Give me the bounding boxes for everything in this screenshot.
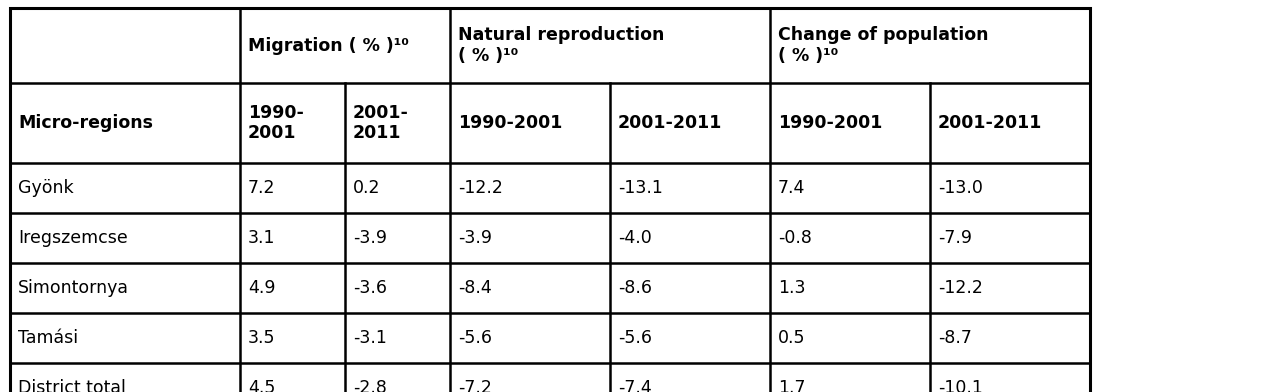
Text: 1990-
2001: 1990- 2001: [249, 103, 303, 142]
Text: Micro-regions: Micro-regions: [18, 114, 153, 132]
Text: 1990-2001: 1990-2001: [778, 114, 882, 132]
Text: -10.1: -10.1: [938, 379, 983, 392]
Text: 1.7: 1.7: [778, 379, 806, 392]
Text: 4.9: 4.9: [249, 279, 275, 297]
Text: Gyönk: Gyönk: [18, 179, 74, 197]
Text: -3.1: -3.1: [353, 329, 386, 347]
Text: Tamási: Tamási: [18, 329, 78, 347]
Text: 2001-2011: 2001-2011: [618, 114, 723, 132]
Text: -8.7: -8.7: [938, 329, 972, 347]
Text: -4.0: -4.0: [618, 229, 652, 247]
Text: 1990-2001: 1990-2001: [458, 114, 562, 132]
Text: -7.9: -7.9: [938, 229, 972, 247]
Text: 7.2: 7.2: [249, 179, 275, 197]
Text: Simontornya: Simontornya: [18, 279, 129, 297]
Text: -13.1: -13.1: [618, 179, 663, 197]
Text: 3.5: 3.5: [249, 329, 275, 347]
Text: -0.8: -0.8: [778, 229, 812, 247]
Text: 2001-
2011: 2001- 2011: [353, 103, 409, 142]
Text: -13.0: -13.0: [938, 179, 983, 197]
Text: Natural reproduction
( % )¹⁰: Natural reproduction ( % )¹⁰: [458, 26, 664, 65]
Text: 2001-2011: 2001-2011: [938, 114, 1043, 132]
Bar: [10, 8, 1090, 392]
Text: 1.3: 1.3: [778, 279, 806, 297]
Text: -12.2: -12.2: [458, 179, 502, 197]
Text: -8.4: -8.4: [458, 279, 492, 297]
Text: Migration ( % )¹⁰: Migration ( % )¹⁰: [249, 36, 409, 54]
Text: 0.2: 0.2: [353, 179, 380, 197]
Text: 7.4: 7.4: [778, 179, 806, 197]
Text: 3.1: 3.1: [249, 229, 275, 247]
Text: -3.9: -3.9: [458, 229, 492, 247]
Text: 0.5: 0.5: [778, 329, 806, 347]
Text: -8.6: -8.6: [618, 279, 652, 297]
Text: District total: District total: [18, 379, 126, 392]
Text: -7.2: -7.2: [458, 379, 492, 392]
Text: -3.9: -3.9: [353, 229, 388, 247]
Text: -3.6: -3.6: [353, 279, 388, 297]
Text: Change of population
( % )¹⁰: Change of population ( % )¹⁰: [778, 26, 988, 65]
Text: 4.5: 4.5: [249, 379, 275, 392]
Text: -5.6: -5.6: [618, 329, 652, 347]
Text: Iregszemcse: Iregszemcse: [18, 229, 128, 247]
Text: -5.6: -5.6: [458, 329, 492, 347]
Text: -2.8: -2.8: [353, 379, 386, 392]
Text: -7.4: -7.4: [618, 379, 652, 392]
Text: -12.2: -12.2: [938, 279, 983, 297]
